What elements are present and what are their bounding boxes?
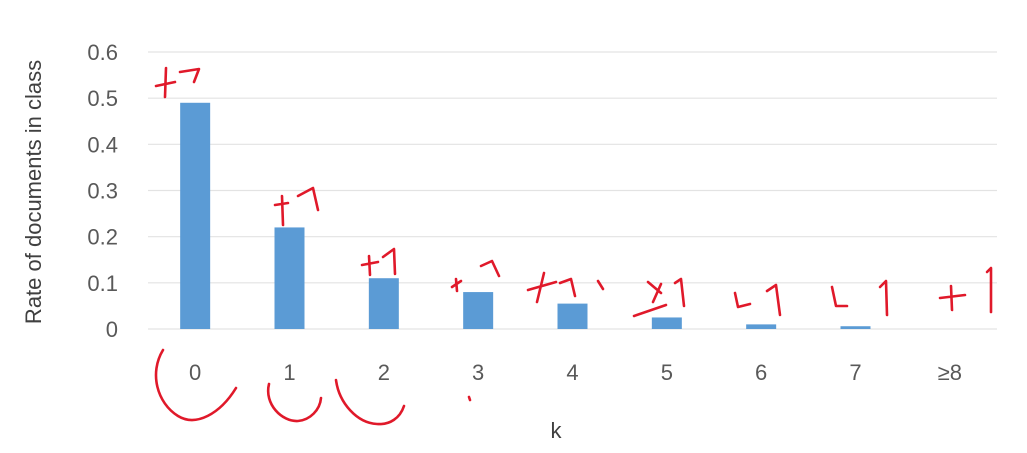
x-tick-label: 2 (378, 360, 390, 385)
x-tick-label: 5 (661, 360, 673, 385)
x-tick-label: 7 (849, 360, 861, 385)
y-tick-label: 0.1 (87, 271, 118, 296)
x-axis-title: k (551, 418, 563, 443)
y-tick-label: 0 (106, 317, 118, 342)
bar (274, 227, 305, 329)
bars (180, 102, 871, 330)
bar (746, 324, 777, 329)
x-tick-label: 6 (755, 360, 767, 385)
bar (840, 326, 871, 329)
y-tick-label: 0.5 (87, 86, 118, 111)
x-tick-label: 4 (566, 360, 578, 385)
handwritten-annotations (154, 66, 993, 426)
y-tick-label: 0.3 (87, 179, 118, 204)
bar (368, 278, 399, 329)
y-axis-title: Rate of documents in class (21, 60, 46, 324)
x-tick-label: ≥8 (938, 360, 962, 385)
x-axis-ticks: 0 1 2 3 4 5 6 7 ≥8 (189, 360, 962, 385)
y-tick-label: 0.4 (87, 132, 118, 157)
y-tick-label: 0.6 (87, 40, 118, 65)
bar (180, 102, 211, 330)
y-tick-label: 0.2 (87, 225, 118, 250)
x-tick-label: 3 (472, 360, 484, 385)
x-tick-label: 0 (189, 360, 201, 385)
y-axis-ticks: 0 0.1 0.2 0.3 0.4 0.5 0.6 (87, 40, 118, 342)
bar (557, 303, 588, 329)
bar (463, 292, 494, 329)
x-tick-label: 1 (283, 360, 295, 385)
bar (651, 317, 682, 329)
